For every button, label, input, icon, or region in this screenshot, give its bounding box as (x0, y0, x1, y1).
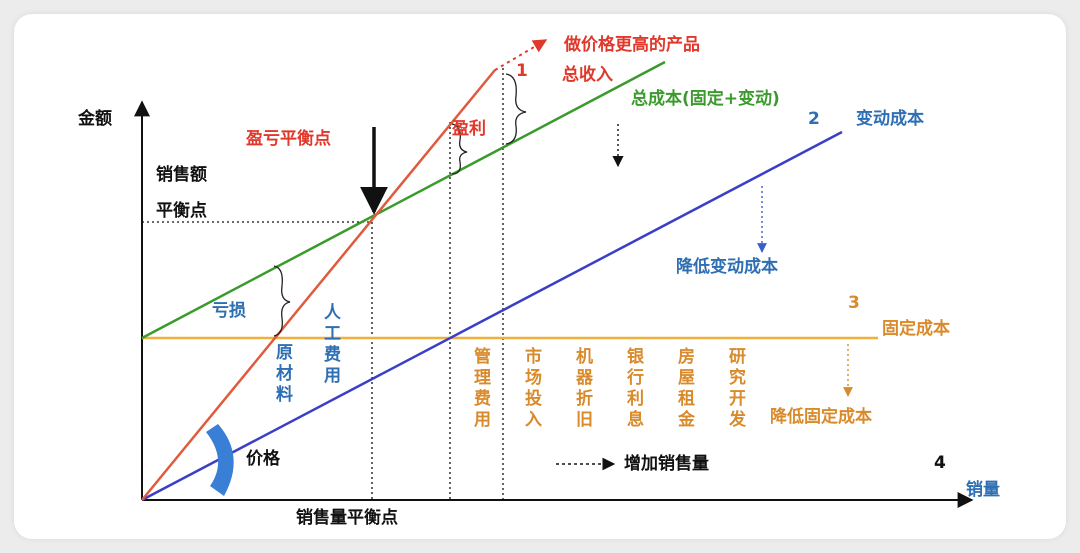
profit-brace-large (505, 73, 527, 145)
reduce-variable-cost-label: 降低变动成本 (676, 256, 778, 277)
fixed-cost-label: 固定成本 (882, 318, 950, 339)
variable-cost-item-labor: 人工费用 (324, 303, 342, 386)
loss-brace (273, 265, 291, 337)
fixed-cost-item-interest: 银行利息 (626, 346, 645, 430)
fixed-cost-items: 管理费用 市场投入 机器折旧 银行利息 房屋租金 研究开发 (474, 346, 747, 430)
diagram-frame (14, 14, 1066, 539)
total-revenue-label: 总收入 (562, 64, 613, 85)
break-even-point-label: 盈亏平衡点 (245, 128, 331, 149)
marker-4: 4 (934, 453, 946, 473)
variable-cost-label: 变动成本 (856, 108, 924, 129)
marker-1: 1 (516, 61, 528, 81)
total-cost-label: 总成本(固定+变动) (631, 88, 780, 109)
profit-brace-small (451, 123, 468, 175)
y-tick-break-even: 平衡点 (156, 200, 207, 221)
x-tick-break-even: 销售量平衡点 (296, 507, 398, 528)
marker-2: 2 (808, 109, 820, 129)
higher-price-label: 做价格更高的产品 (563, 34, 700, 55)
variable-cost-item-materials: 原材料 (276, 343, 293, 405)
total-cost-line (141, 60, 666, 340)
fixed-cost-item-rnd: 研究开发 (728, 347, 747, 430)
reduce-fixed-cost-label: 降低固定成本 (770, 406, 872, 427)
marker-3: 3 (848, 293, 860, 313)
fixed-cost-item-marketing: 市场投入 (525, 346, 542, 430)
increase-sales-label: 增加销售量 (624, 453, 709, 474)
variable-cost-items: 原材料 人工费用 (276, 303, 342, 405)
fixed-cost-item-management: 管理费用 (474, 346, 491, 430)
x-axis-label: 销量 (966, 479, 1000, 500)
total-revenue-line (141, 69, 496, 501)
higher-price-arrow (494, 39, 548, 71)
fixed-cost-item-rent: 房屋租金 (677, 346, 696, 430)
loss-label: 亏损 (212, 300, 246, 321)
fixed-cost-item-depreciation: 机器折旧 (575, 346, 594, 430)
price-label: 价格 (246, 448, 281, 469)
variable-cost-line (141, 130, 843, 502)
y-axis-label: 金额 (77, 108, 112, 129)
price-angle-marker (206, 424, 234, 496)
y-tick-sales: 销售额 (156, 164, 207, 185)
profit-label: 盈利 (451, 118, 486, 139)
